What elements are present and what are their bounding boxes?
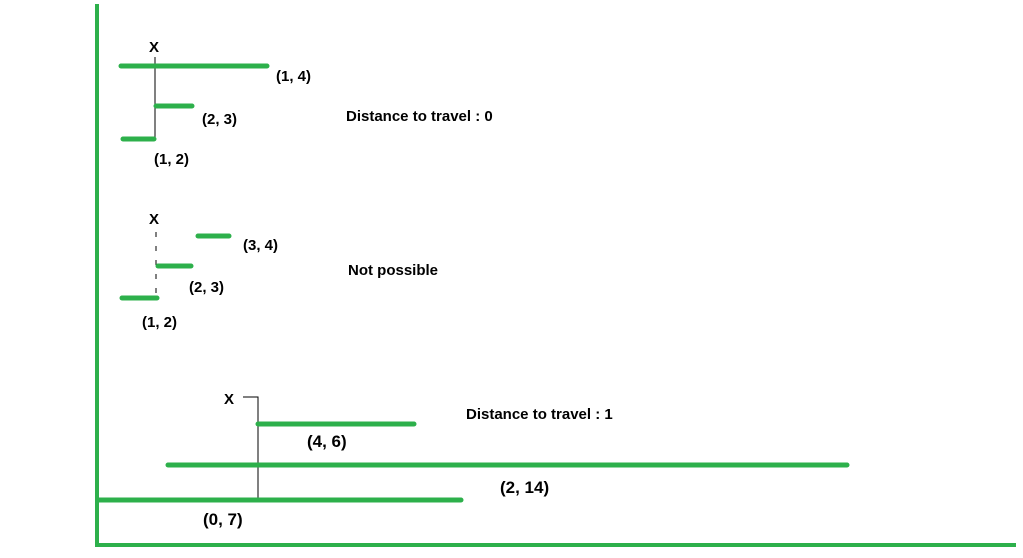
example-2-segment-2-label: (2, 3) — [189, 279, 224, 296]
example-2-segment-1-label: (3, 4) — [243, 237, 278, 254]
example-1-segment-1-label: (1, 4) — [276, 68, 311, 85]
example-2-caption: Not possible — [348, 262, 438, 279]
example-1-segment-3-label: (1, 2) — [154, 151, 189, 168]
example-2: X (3, 4) (2, 3) (1, 2) Not possible — [119, 211, 438, 331]
example-1-segment-2-label: (2, 3) — [202, 111, 237, 128]
example-3-start-marker: X — [224, 391, 234, 408]
example-3-caption: Distance to travel : 1 — [466, 406, 613, 423]
example-1-caption: Distance to travel : 0 — [346, 108, 493, 125]
example-1-start-marker: X — [149, 39, 159, 56]
example-3: X (4, 6) (2, 14) (0, 7) Distance to trav… — [96, 391, 850, 529]
example-3-segment-1-label: (4, 6) — [307, 432, 347, 451]
example-2-start-marker: X — [149, 211, 159, 228]
example-1: X (1, 4) (2, 3) (1, 2) Distance to trave… — [118, 39, 493, 168]
example-3-segment-2-label: (2, 14) — [500, 478, 549, 497]
example-3-drop-line — [243, 396, 259, 499]
example-3-segment-3-label: (0, 7) — [203, 510, 243, 529]
example-2-segment-3-label: (1, 2) — [142, 314, 177, 331]
